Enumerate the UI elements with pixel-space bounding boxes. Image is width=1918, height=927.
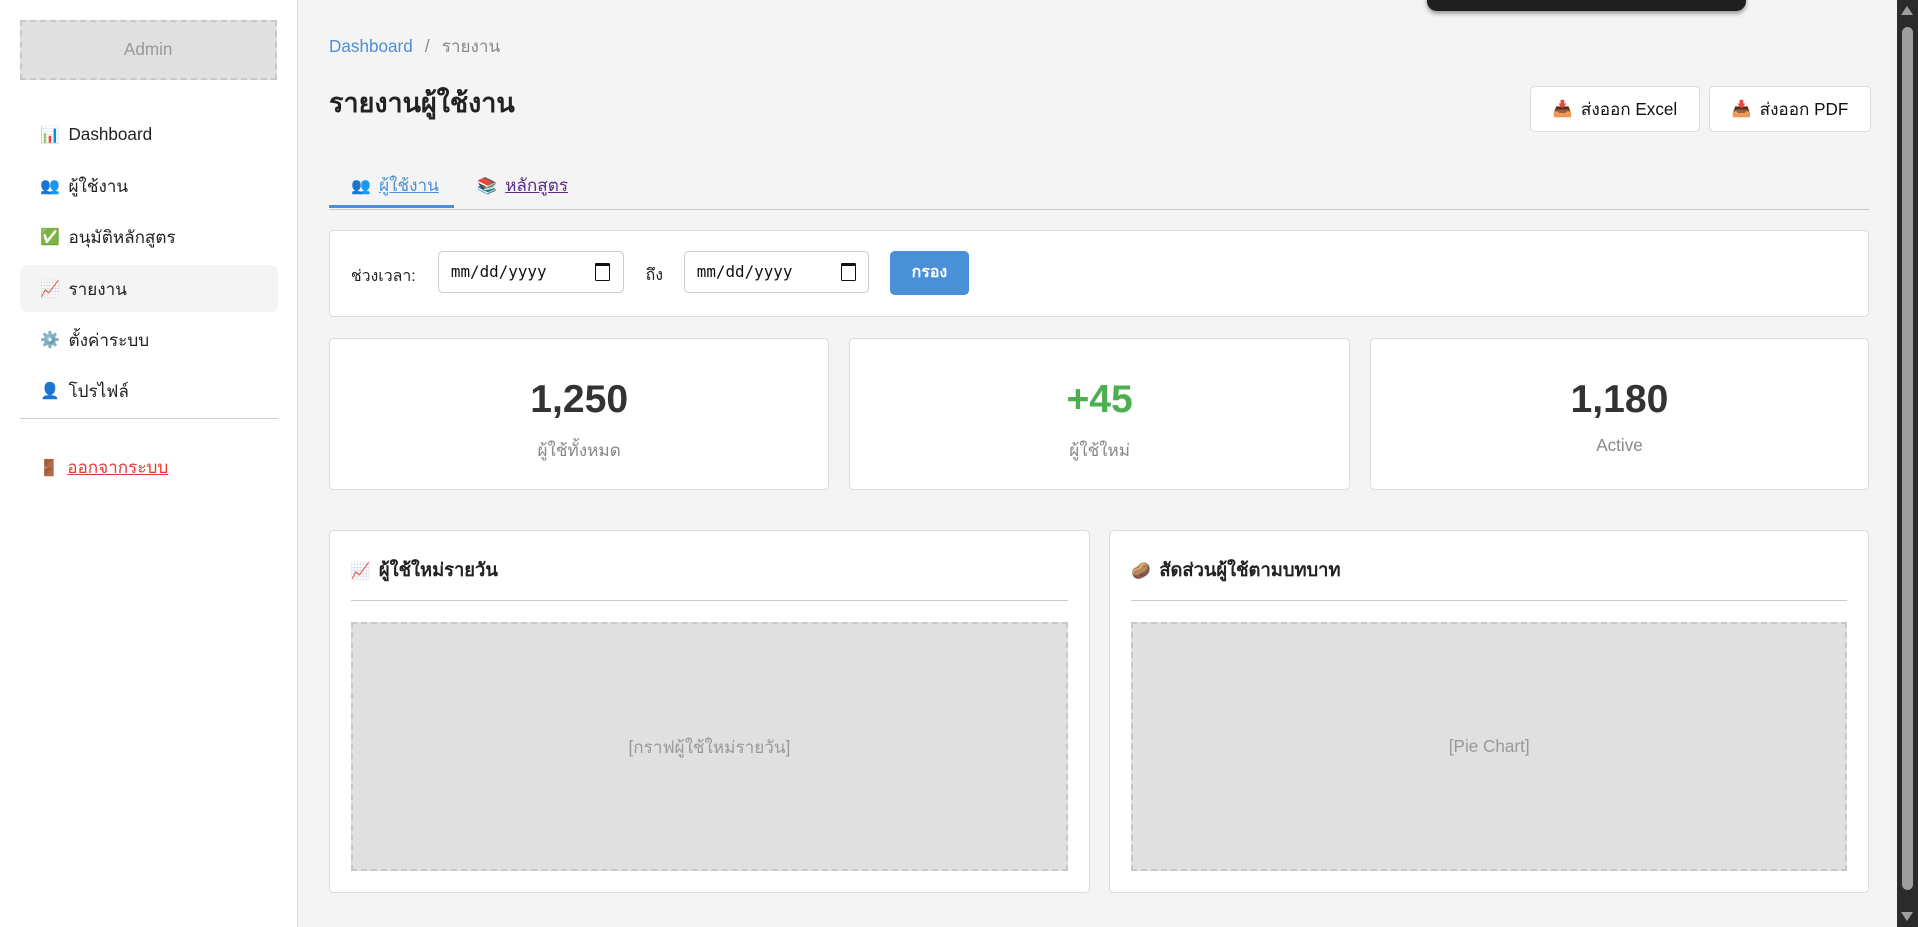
sidebar-divider: [19, 418, 278, 420]
notification-popup: [1427, 0, 1746, 12]
breadcrumb-home[interactable]: Dashboard: [329, 36, 413, 56]
stat-value: 1,180: [1570, 377, 1669, 421]
breadcrumb-separator: /: [424, 36, 430, 56]
chart-divider: [350, 600, 1069, 602]
chart-card-daily-new-users: 📈 ผู้ใช้ใหม่รายวัน [กราฟผู้ใช้ใหม่รายวัน]: [329, 529, 1090, 893]
tab-users[interactable]: 👥 ผู้ใช้งาน: [351, 171, 439, 199]
button-label: ส่งออก PDF: [1759, 99, 1849, 119]
tab-bar: 👥 ผู้ใช้งาน 📚 หลักสูตร: [329, 159, 1870, 211]
line-chart-icon: 📈: [40, 280, 61, 298]
chart-title-text: สัดส่วนผู้ใช้ตามบทบาท: [1159, 559, 1341, 581]
chart-title-text: ผู้ใช้ใหม่รายวัน: [378, 559, 498, 581]
tab-label: หลักสูตร: [505, 176, 569, 196]
date-placeholder: mm/dd/yyyy: [450, 262, 547, 282]
chart-title: 📈 ผู้ใช้ใหม่รายวัน: [351, 556, 498, 585]
sidebar-item-label: Dashboard: [68, 124, 153, 144]
breadcrumb-current: รายงาน: [441, 36, 501, 56]
sidebar: Admin 📊 Dashboard 👥 ผู้ใช้งาน ✅ อนุมัติหลัก…: [0, 0, 299, 927]
tab-courses[interactable]: 📚 หลักสูตร: [477, 171, 568, 199]
breadcrumb: Dashboard / รายงาน: [329, 32, 500, 60]
scrollbar-thumb[interactable]: [1902, 26, 1914, 891]
export-excel-button[interactable]: 📥 ส่งออก Excel: [1530, 85, 1700, 132]
chart-title: 🥔 สัดส่วนผู้ใช้ตามบทบาท: [1131, 556, 1340, 585]
stat-label: Active: [1596, 436, 1643, 456]
stat-value: +45: [1066, 377, 1133, 421]
books-icon: 📚: [477, 178, 497, 196]
filter-card: ช่วงเวลา: mm/dd/yyyy ถึง mm/dd/yyyy กรอง: [329, 229, 1870, 317]
sidebar-item-profile[interactable]: 👤 โปรไฟล์: [20, 368, 278, 414]
stat-label: ผู้ใช้ทั้งหมด: [537, 441, 621, 461]
sidebar-item-reports[interactable]: 📈 รายงาน: [19, 265, 278, 312]
gear-icon: ⚙️: [40, 331, 61, 349]
inbox-download-icon: 📥: [1552, 100, 1573, 118]
calendar-icon[interactable]: [594, 263, 611, 281]
users-icon: 👥: [40, 177, 61, 195]
stat-value: 1,250: [530, 377, 629, 421]
to-label: ถึง: [645, 266, 663, 284]
sidebar-item-users[interactable]: 👥 ผู้ใช้งาน: [20, 163, 278, 209]
logout-link[interactable]: 🚪 ออกจากระบบ: [39, 453, 168, 481]
scrollbar[interactable]: [1897, 0, 1918, 927]
bar-chart-icon: 📊: [40, 126, 61, 144]
pie-chart-placeholder: [Pie Chart]: [1131, 622, 1848, 871]
stat-card-total-users: 1,250 ผู้ใช้ทั้งหมด: [329, 337, 830, 491]
door-icon: 🚪: [39, 459, 59, 477]
filter-button[interactable]: กรอง: [890, 250, 969, 295]
sidebar-nav: 📊 Dashboard 👥 ผู้ใช้งาน ✅ อนุมัติหลักสูตร 📈…: [19, 111, 278, 419]
potato-icon: 🥔: [1131, 563, 1151, 581]
stat-card-new-users: +45 ผู้ใช้ใหม่: [848, 337, 1351, 491]
logo: Admin: [19, 19, 277, 80]
tab-label: ผู้ใช้งาน: [379, 176, 439, 196]
line-chart-icon: 📈: [350, 563, 371, 581]
sidebar-item-dashboard[interactable]: 📊 Dashboard: [20, 111, 278, 157]
sidebar-item-approve-courses[interactable]: ✅ อนุมัติหลักสูตร: [20, 214, 278, 260]
export-pdf-button[interactable]: 📥 ส่งออก PDF: [1708, 85, 1872, 132]
users-icon: 👥: [351, 178, 371, 196]
sidebar-item-label: อนุมัติหลักสูตร: [68, 228, 176, 248]
sidebar-item-settings[interactable]: ⚙️ ตั้งค่าระบบ: [20, 317, 278, 363]
stat-card-active-users: 1,180 Active: [1369, 337, 1870, 491]
inbox-download-icon: 📥: [1731, 100, 1752, 118]
page-title: รายงานผู้ใช้งาน: [329, 87, 515, 118]
filter-label: ช่วงเวลา:: [350, 267, 416, 285]
scroll-up-arrow-icon[interactable]: [1900, 5, 1913, 16]
user-icon: 👤: [40, 383, 61, 401]
active-tab-indicator: [329, 205, 454, 208]
chart-card-role-ratio: 🥔 สัดส่วนผู้ใช้ตามบทบาท [Pie Chart]: [1109, 529, 1870, 893]
sidebar-item-label: โปรไฟล์: [68, 382, 129, 402]
date-placeholder: mm/dd/yyyy: [696, 262, 793, 282]
chart-placeholder: [กราฟผู้ใช้ใหม่รายวัน]: [350, 622, 1069, 871]
date-from-input[interactable]: mm/dd/yyyy: [437, 250, 624, 294]
scroll-down-arrow-icon[interactable]: [1900, 912, 1913, 922]
date-to-input[interactable]: mm/dd/yyyy: [683, 250, 870, 294]
check-icon: ✅: [40, 229, 61, 247]
sidebar-item-label: ผู้ใช้งาน: [68, 176, 129, 196]
calendar-icon[interactable]: [840, 263, 857, 281]
sidebar-item-label: รายงาน: [68, 279, 127, 299]
button-label: ส่งออก Excel: [1580, 99, 1678, 119]
stat-label: ผู้ใช้ใหม่: [1069, 441, 1131, 461]
chart-divider: [1131, 600, 1848, 602]
sidebar-item-label: ตั้งค่าระบบ: [68, 330, 150, 350]
logout-label: ออกจากระบบ: [67, 457, 169, 477]
